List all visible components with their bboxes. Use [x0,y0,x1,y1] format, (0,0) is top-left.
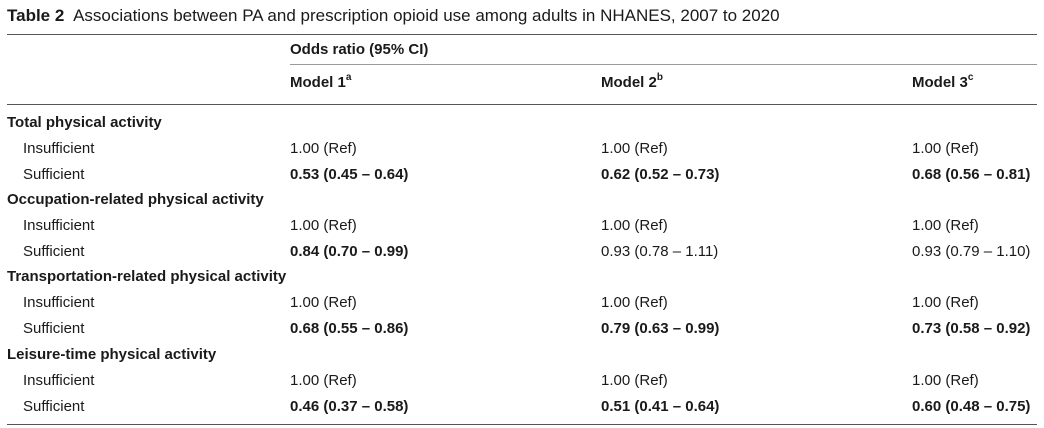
table-cell: 1.00 (Ref) [290,294,357,311]
table-cell: 0.51 (0.41 – 0.64) [601,398,720,415]
table-cell: 0.79 (0.63 – 0.99) [601,320,720,337]
row-label: Sufficient [23,398,85,415]
row-label: Sufficient [23,243,85,260]
top-rule [7,34,1037,35]
row-label: Insufficient [23,294,95,311]
table-cell: 1.00 (Ref) [290,372,357,389]
row-label: Sufficient [23,320,85,337]
model-3-header: Model 3c [912,73,973,93]
table-cell: 1.00 (Ref) [601,217,668,234]
header-rule [7,104,1037,105]
table-cell: 0.93 (0.78 – 1.11) [601,243,719,260]
table-title: Associations between PA and prescription… [73,6,780,25]
bottom-rule [7,424,1037,425]
table-cell: 0.93 (0.79 – 1.10) [912,243,1031,260]
table-caption: Table 2 Associations between PA and pres… [7,4,780,28]
table-cell: 0.62 (0.52 – 0.73) [601,166,720,183]
table-cell: 1.00 (Ref) [601,140,668,157]
table-cell: 1.00 (Ref) [912,140,979,157]
model-2-footnote: b [656,72,663,83]
section-title: Leisure-time physical activity [7,346,217,363]
table-cell: 0.46 (0.37 – 0.58) [290,398,409,415]
section-title: Total physical activity [7,114,162,131]
row-label: Sufficient [23,166,85,183]
table-label: Table 2 [7,6,65,25]
model-1-header: Model 1a [290,73,351,93]
section-title: Transportation-related physical activity [7,268,287,285]
table-cell: 1.00 (Ref) [912,217,979,234]
table-cell: 1.00 (Ref) [601,372,668,389]
model-3-footnote: c [967,72,974,83]
model-1-name: Model 1 [290,74,346,91]
section-title: Occupation-related physical activity [7,191,264,208]
table-cell: 1.00 (Ref) [290,217,357,234]
table-cell: 0.68 (0.56 – 0.81) [912,166,1031,183]
row-label: Insufficient [23,372,95,389]
model-3-name: Model 3 [912,74,968,91]
table-cell: 1.00 (Ref) [601,294,668,311]
row-label: Insufficient [23,217,95,234]
model-1-footnote: a [345,72,352,83]
row-label: Insufficient [23,140,95,157]
odds-ratio-header: Odds ratio (95% CI) [290,41,429,58]
model-2-header: Model 2b [601,73,663,93]
model-2-name: Model 2 [601,74,657,91]
table-cell: 0.73 (0.58 – 0.92) [912,320,1031,337]
table-cell: 1.00 (Ref) [912,294,979,311]
table-cell: 0.53 (0.45 – 0.64) [290,166,409,183]
table-cell: 0.68 (0.55 – 0.86) [290,320,409,337]
table-cell: 1.00 (Ref) [290,140,357,157]
group-rule [290,64,1037,65]
table-cell: 0.60 (0.48 – 0.75) [912,398,1031,415]
table-cell: 1.00 (Ref) [912,372,979,389]
table-cell: 0.84 (0.70 – 0.99) [290,243,409,260]
